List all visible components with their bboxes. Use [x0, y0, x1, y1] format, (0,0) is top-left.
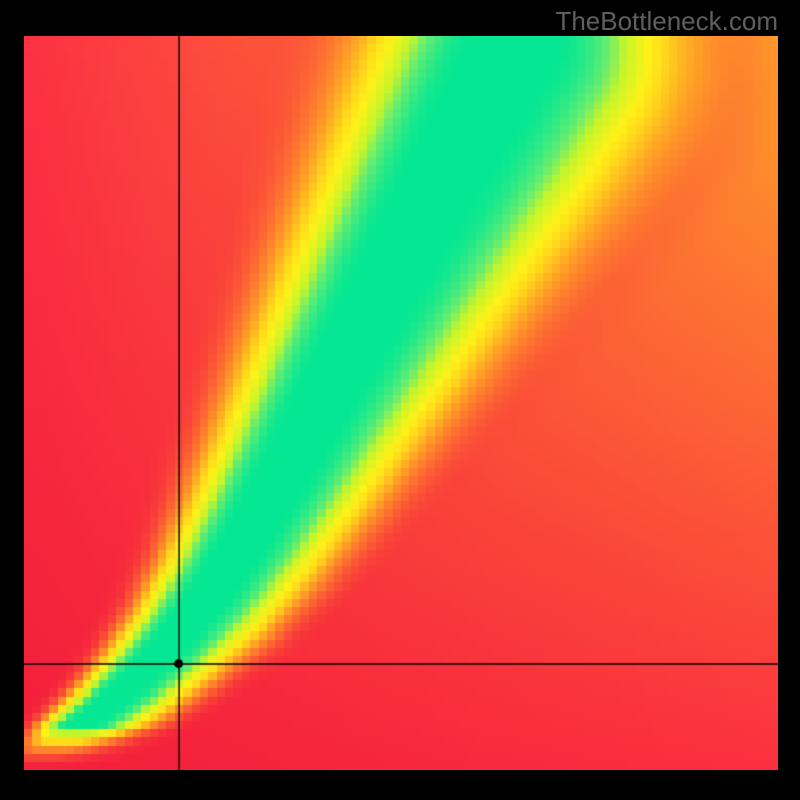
heatmap-canvas [24, 36, 778, 770]
watermark-text: TheBottleneck.com [555, 6, 778, 37]
chart-container: TheBottleneck.com [0, 0, 800, 800]
